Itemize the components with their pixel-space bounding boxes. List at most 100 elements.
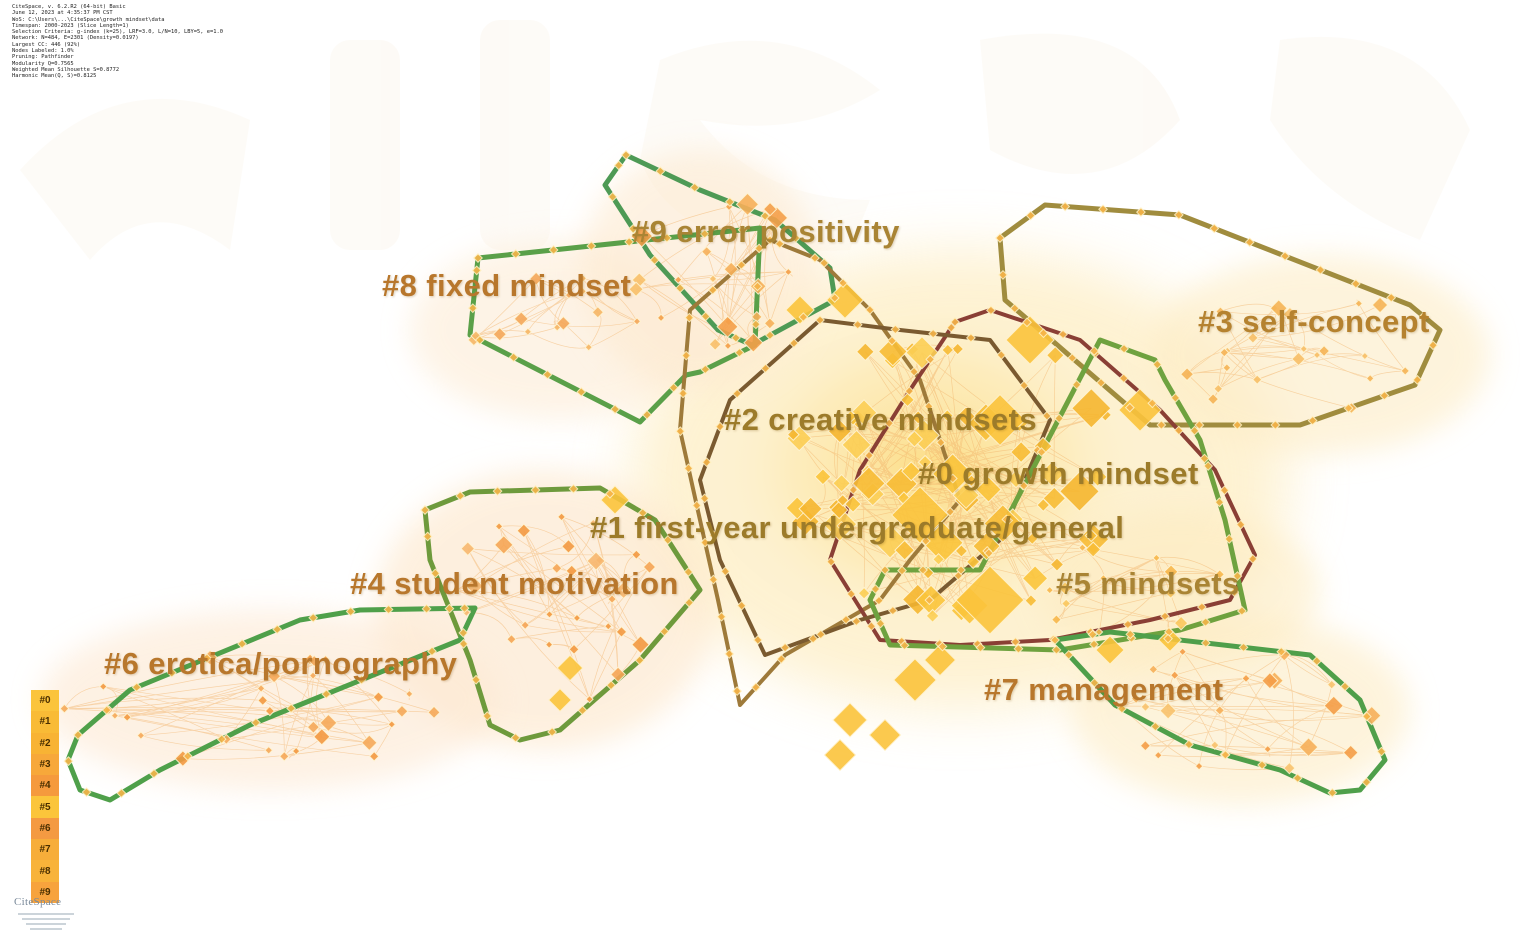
network-node bbox=[736, 260, 747, 270]
network-node bbox=[836, 520, 847, 531]
network-node bbox=[588, 518, 598, 528]
network-node bbox=[510, 732, 521, 743]
network-node bbox=[1010, 636, 1021, 647]
citation-link bbox=[1156, 556, 1220, 575]
network-node bbox=[308, 612, 319, 623]
citation-link bbox=[1135, 698, 1309, 748]
network-node bbox=[899, 640, 910, 651]
network-node bbox=[1038, 328, 1049, 339]
network-node bbox=[951, 342, 965, 356]
network-node bbox=[1280, 251, 1291, 262]
network-node bbox=[789, 338, 799, 349]
network-node bbox=[637, 507, 648, 518]
network-node bbox=[925, 354, 936, 365]
network-node bbox=[780, 642, 791, 653]
citation-link bbox=[706, 251, 771, 324]
citation-link bbox=[475, 290, 583, 337]
network-node bbox=[1018, 480, 1029, 491]
citation-link bbox=[561, 516, 650, 568]
citation-link bbox=[209, 654, 315, 662]
network-node bbox=[266, 668, 282, 684]
cluster-label-8: #8 fixed mindset bbox=[382, 268, 632, 303]
network-node bbox=[870, 584, 881, 595]
citation-link bbox=[295, 661, 315, 752]
citation-link bbox=[1198, 678, 1247, 767]
network-node bbox=[1024, 594, 1038, 608]
network-node bbox=[492, 326, 508, 342]
network-node bbox=[743, 332, 764, 353]
hull-cluster-6 bbox=[65, 605, 478, 803]
network-node bbox=[683, 463, 694, 474]
network-node bbox=[910, 410, 926, 425]
network-node bbox=[372, 691, 385, 704]
network-node bbox=[458, 627, 469, 638]
network-node bbox=[321, 689, 332, 700]
citation-link bbox=[561, 516, 641, 645]
network-node bbox=[586, 240, 597, 251]
citation-link bbox=[456, 590, 609, 627]
citation-link bbox=[127, 658, 326, 718]
network-node bbox=[846, 589, 857, 599]
network-node bbox=[610, 404, 621, 415]
network-node bbox=[452, 586, 461, 595]
network-node bbox=[465, 576, 484, 596]
network-node bbox=[458, 638, 469, 649]
citation-link bbox=[140, 735, 269, 751]
citation-link bbox=[946, 415, 1004, 524]
metadata-line: June 12, 2023 at 4:35:37 PM CST bbox=[12, 10, 113, 17]
network-node bbox=[708, 274, 718, 284]
network-node bbox=[841, 429, 872, 461]
network-node bbox=[482, 711, 493, 722]
network-node bbox=[308, 671, 318, 680]
network-node bbox=[750, 682, 761, 693]
network-node bbox=[1343, 403, 1354, 414]
citation-link bbox=[498, 526, 613, 600]
network-node bbox=[956, 565, 966, 575]
network-node bbox=[1054, 413, 1065, 424]
network-node bbox=[699, 493, 710, 504]
citation-link bbox=[678, 271, 789, 281]
network-node bbox=[286, 703, 297, 714]
citation-link bbox=[127, 658, 326, 718]
network-node bbox=[1159, 701, 1177, 720]
citation-link bbox=[467, 548, 590, 700]
network-node bbox=[940, 409, 954, 423]
network-node bbox=[897, 565, 908, 576]
citation-link bbox=[799, 438, 1092, 536]
citation-link bbox=[274, 675, 379, 698]
network-node bbox=[1050, 614, 1062, 626]
network-node bbox=[700, 537, 711, 548]
network-node bbox=[935, 437, 946, 448]
network-node bbox=[766, 223, 776, 233]
network-node bbox=[422, 531, 433, 542]
network-node bbox=[1084, 529, 1098, 543]
citation-link bbox=[474, 522, 594, 587]
citation-link bbox=[1218, 358, 1299, 390]
network-node bbox=[1232, 571, 1243, 581]
network-node bbox=[1360, 351, 1370, 361]
network-node bbox=[131, 682, 142, 693]
network-node bbox=[421, 603, 432, 614]
network-node bbox=[1089, 346, 1100, 356]
network-node bbox=[63, 756, 74, 767]
network-node bbox=[149, 768, 159, 779]
network-node bbox=[556, 512, 567, 522]
network-node bbox=[715, 421, 725, 432]
network-node bbox=[1058, 329, 1068, 340]
network-node bbox=[894, 539, 916, 561]
network-node bbox=[707, 285, 718, 295]
network-node bbox=[955, 565, 1025, 635]
citation-link bbox=[1174, 675, 1216, 746]
citation-link bbox=[1220, 311, 1318, 356]
cluster-label-9: #9 error positivity bbox=[632, 214, 900, 249]
network-node bbox=[607, 594, 618, 604]
network-node bbox=[699, 228, 710, 239]
metadata-line: Modularity Q=0.7565 bbox=[12, 60, 74, 67]
network-node bbox=[474, 335, 485, 345]
cluster-color-legend: #0 #1 #2 #3 #4 #5 #6 #7 #8 #9 bbox=[31, 690, 59, 903]
network-node bbox=[716, 611, 727, 622]
network-node bbox=[1400, 366, 1411, 376]
network-nodes bbox=[59, 150, 1439, 799]
legend-cell: #1 bbox=[31, 711, 59, 733]
network-node bbox=[356, 674, 367, 685]
